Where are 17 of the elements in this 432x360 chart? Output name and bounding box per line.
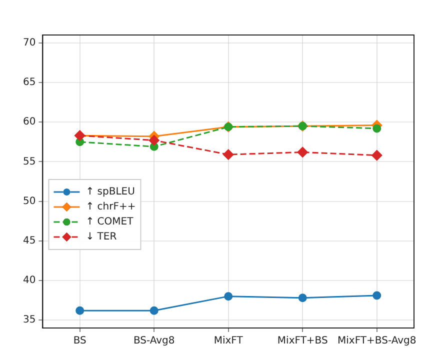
x-tick-label: MixFT+BS-Avg8 — [338, 336, 416, 347]
y-tick-label: 45 — [22, 235, 36, 246]
legend-label: ↑ COMET — [86, 216, 134, 228]
legend-label: ↑ chrF++ — [86, 202, 136, 213]
y-tick-label: 55 — [22, 156, 36, 168]
legend-label: ↑ spBLEU — [86, 186, 135, 198]
x-tick-label: MixFT+BS — [277, 336, 328, 347]
x-tick-label: BS-Avg8 — [133, 336, 175, 347]
y-tick-label: 65 — [22, 77, 36, 88]
y-tick-label: 40 — [22, 275, 36, 286]
y-tick-label: 70 — [22, 38, 36, 49]
y-tick-label: 60 — [22, 116, 36, 128]
x-tick-label: BS — [73, 336, 86, 347]
legend-label: ↓ TER — [86, 232, 117, 243]
y-tick-label: 35 — [22, 314, 36, 326]
x-tick-label: MixFT — [214, 336, 244, 347]
y-tick-label: 50 — [22, 196, 36, 207]
